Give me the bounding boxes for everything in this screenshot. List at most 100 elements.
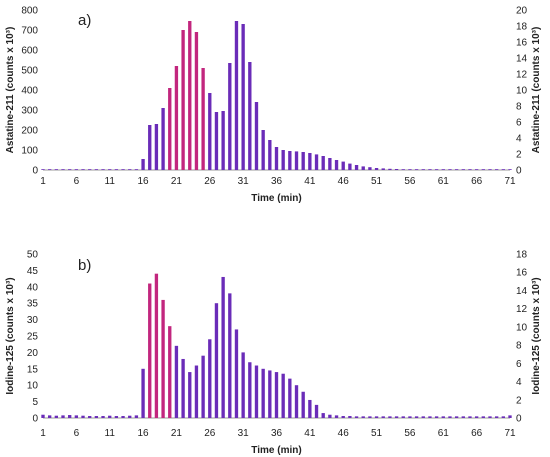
- chart2-bar: [41, 414, 45, 418]
- chart2-bar: [54, 415, 59, 418]
- chart2-bar: [274, 372, 279, 418]
- chart2-y-tick-left: 30: [27, 315, 39, 326]
- chart1-bar: [181, 30, 185, 170]
- chart2-x-tick: 56: [404, 428, 416, 439]
- chart1-y-tick-right: 10: [516, 86, 528, 97]
- chart1-bar: [328, 158, 332, 170]
- chart2-bar: [354, 416, 359, 418]
- chart2-bar: [241, 352, 245, 418]
- chart2-bar: [154, 273, 159, 418]
- chart2-y-tick-right: 12: [516, 304, 528, 315]
- chart2-bar: [361, 416, 365, 418]
- chart2-bar: [421, 416, 425, 418]
- chart2-bar: [461, 416, 465, 418]
- chart2-y-tick-left: 25: [27, 332, 39, 343]
- chart2-bar: [168, 326, 172, 418]
- chart1-x-tick: 11: [105, 176, 116, 187]
- chart1-bar: [388, 168, 392, 170]
- chart2-bar: [248, 362, 252, 418]
- chart1-panel-label: a): [78, 12, 91, 29]
- chart2-y-tick-left: 35: [27, 299, 39, 310]
- chart1-bar: [321, 156, 325, 170]
- chart1-bar: [161, 108, 165, 170]
- chart1-bar: [248, 62, 252, 170]
- chart2-bar: [301, 391, 305, 418]
- chart2-bar: [134, 415, 139, 418]
- chart2-x-axis-label: Time (min): [251, 445, 301, 456]
- chart1-y-tick-right: 0: [516, 166, 522, 177]
- chart1-y-tick-right: 8: [516, 102, 522, 113]
- chart2-bar: [261, 368, 265, 418]
- chart2-bar: [161, 299, 165, 418]
- chart2-bar: [374, 416, 379, 418]
- chart2-y-axis-label-right: Iodine-125 (counts x 10³): [531, 277, 542, 394]
- chart1-y-tick-left: 300: [21, 106, 38, 117]
- chart2-x-tick: 41: [304, 428, 316, 439]
- chart1-bar: [268, 140, 272, 170]
- chart2-y-tick-right: 18: [516, 250, 528, 261]
- chart1-x-tick: 36: [271, 176, 283, 187]
- chart1-bar: [374, 168, 379, 170]
- chart2-x-tick: 71: [504, 428, 516, 439]
- chart2-bar: [254, 365, 259, 418]
- chart2-bar: [428, 416, 432, 418]
- chart2-x-tick: 1: [40, 428, 46, 439]
- chart1-bar: [148, 125, 152, 170]
- chart1-x-tick: 71: [504, 176, 516, 187]
- chart2-x-tick: 46: [338, 428, 350, 439]
- chart2-bar: [141, 368, 145, 418]
- chart1-y-tick-left: 800: [21, 6, 38, 17]
- chart2-bar: [181, 358, 185, 418]
- chart1-bar: [48, 169, 52, 170]
- chart2-bar: [268, 370, 272, 418]
- chart1-bar: [434, 169, 439, 170]
- chart1-bar: [221, 111, 225, 170]
- chart2-bar: [294, 385, 299, 418]
- chart2-y-tick-right: 4: [516, 377, 522, 388]
- chart1-x-tick: 56: [404, 176, 416, 187]
- chart2-x-tick: 61: [438, 428, 450, 439]
- chart1-bar: [348, 163, 352, 170]
- chart1-y-tick-left: 600: [21, 46, 38, 57]
- chart1-bar: [381, 168, 385, 170]
- chart1-y-tick-right: 18: [516, 22, 528, 33]
- chart2-bar: [94, 416, 99, 418]
- chart1-x-tick: 41: [304, 176, 316, 187]
- chart1-bar: [481, 169, 485, 170]
- chart1-y-tick-right: 14: [516, 54, 528, 65]
- chart1-bar: [501, 169, 505, 170]
- chart2-y-tick-right: 16: [516, 268, 528, 279]
- chart2-bar: [368, 416, 372, 418]
- chart1-bar: [234, 21, 239, 170]
- chart1-bar: [154, 124, 159, 170]
- chart1-bar: [81, 169, 85, 170]
- chart1-y-tick-left: 0: [32, 166, 38, 177]
- chart2-y-tick-left: 20: [27, 348, 39, 359]
- chart2-bar: [214, 303, 219, 418]
- chart2-bar: [388, 416, 392, 418]
- chart2-bar: [508, 415, 512, 418]
- chart1-bar: [448, 169, 452, 170]
- chart1-bar: [194, 32, 199, 170]
- chart1-y-tick-right: 6: [516, 118, 522, 129]
- chart2-bar: [334, 415, 339, 418]
- chart1-y-axis-label-right: Astatine-211 (counts x 10³): [531, 27, 542, 154]
- chart2-y-tick-left: 45: [27, 266, 39, 277]
- chart1-bar: [314, 154, 319, 170]
- chart2-bar: [454, 416, 459, 418]
- chart2-bar: [481, 416, 485, 418]
- chart2-y-tick-left: 40: [27, 282, 39, 293]
- chart1-bar: [334, 160, 339, 170]
- chart1-bar: [188, 21, 192, 170]
- chart2-bar: [208, 339, 212, 418]
- chart2-bar: [188, 372, 192, 418]
- chart1-x-tick: 21: [171, 176, 183, 187]
- chart1-bar: [454, 169, 459, 170]
- chart1-bar: [121, 169, 125, 170]
- chart2-bar: [48, 415, 52, 418]
- chart1-bar: [74, 169, 79, 170]
- chart1-bar: [94, 169, 99, 170]
- chart1-y-tick-right: 20: [516, 6, 528, 17]
- chart1-bar: [128, 169, 132, 170]
- chart2-bar: [321, 413, 325, 418]
